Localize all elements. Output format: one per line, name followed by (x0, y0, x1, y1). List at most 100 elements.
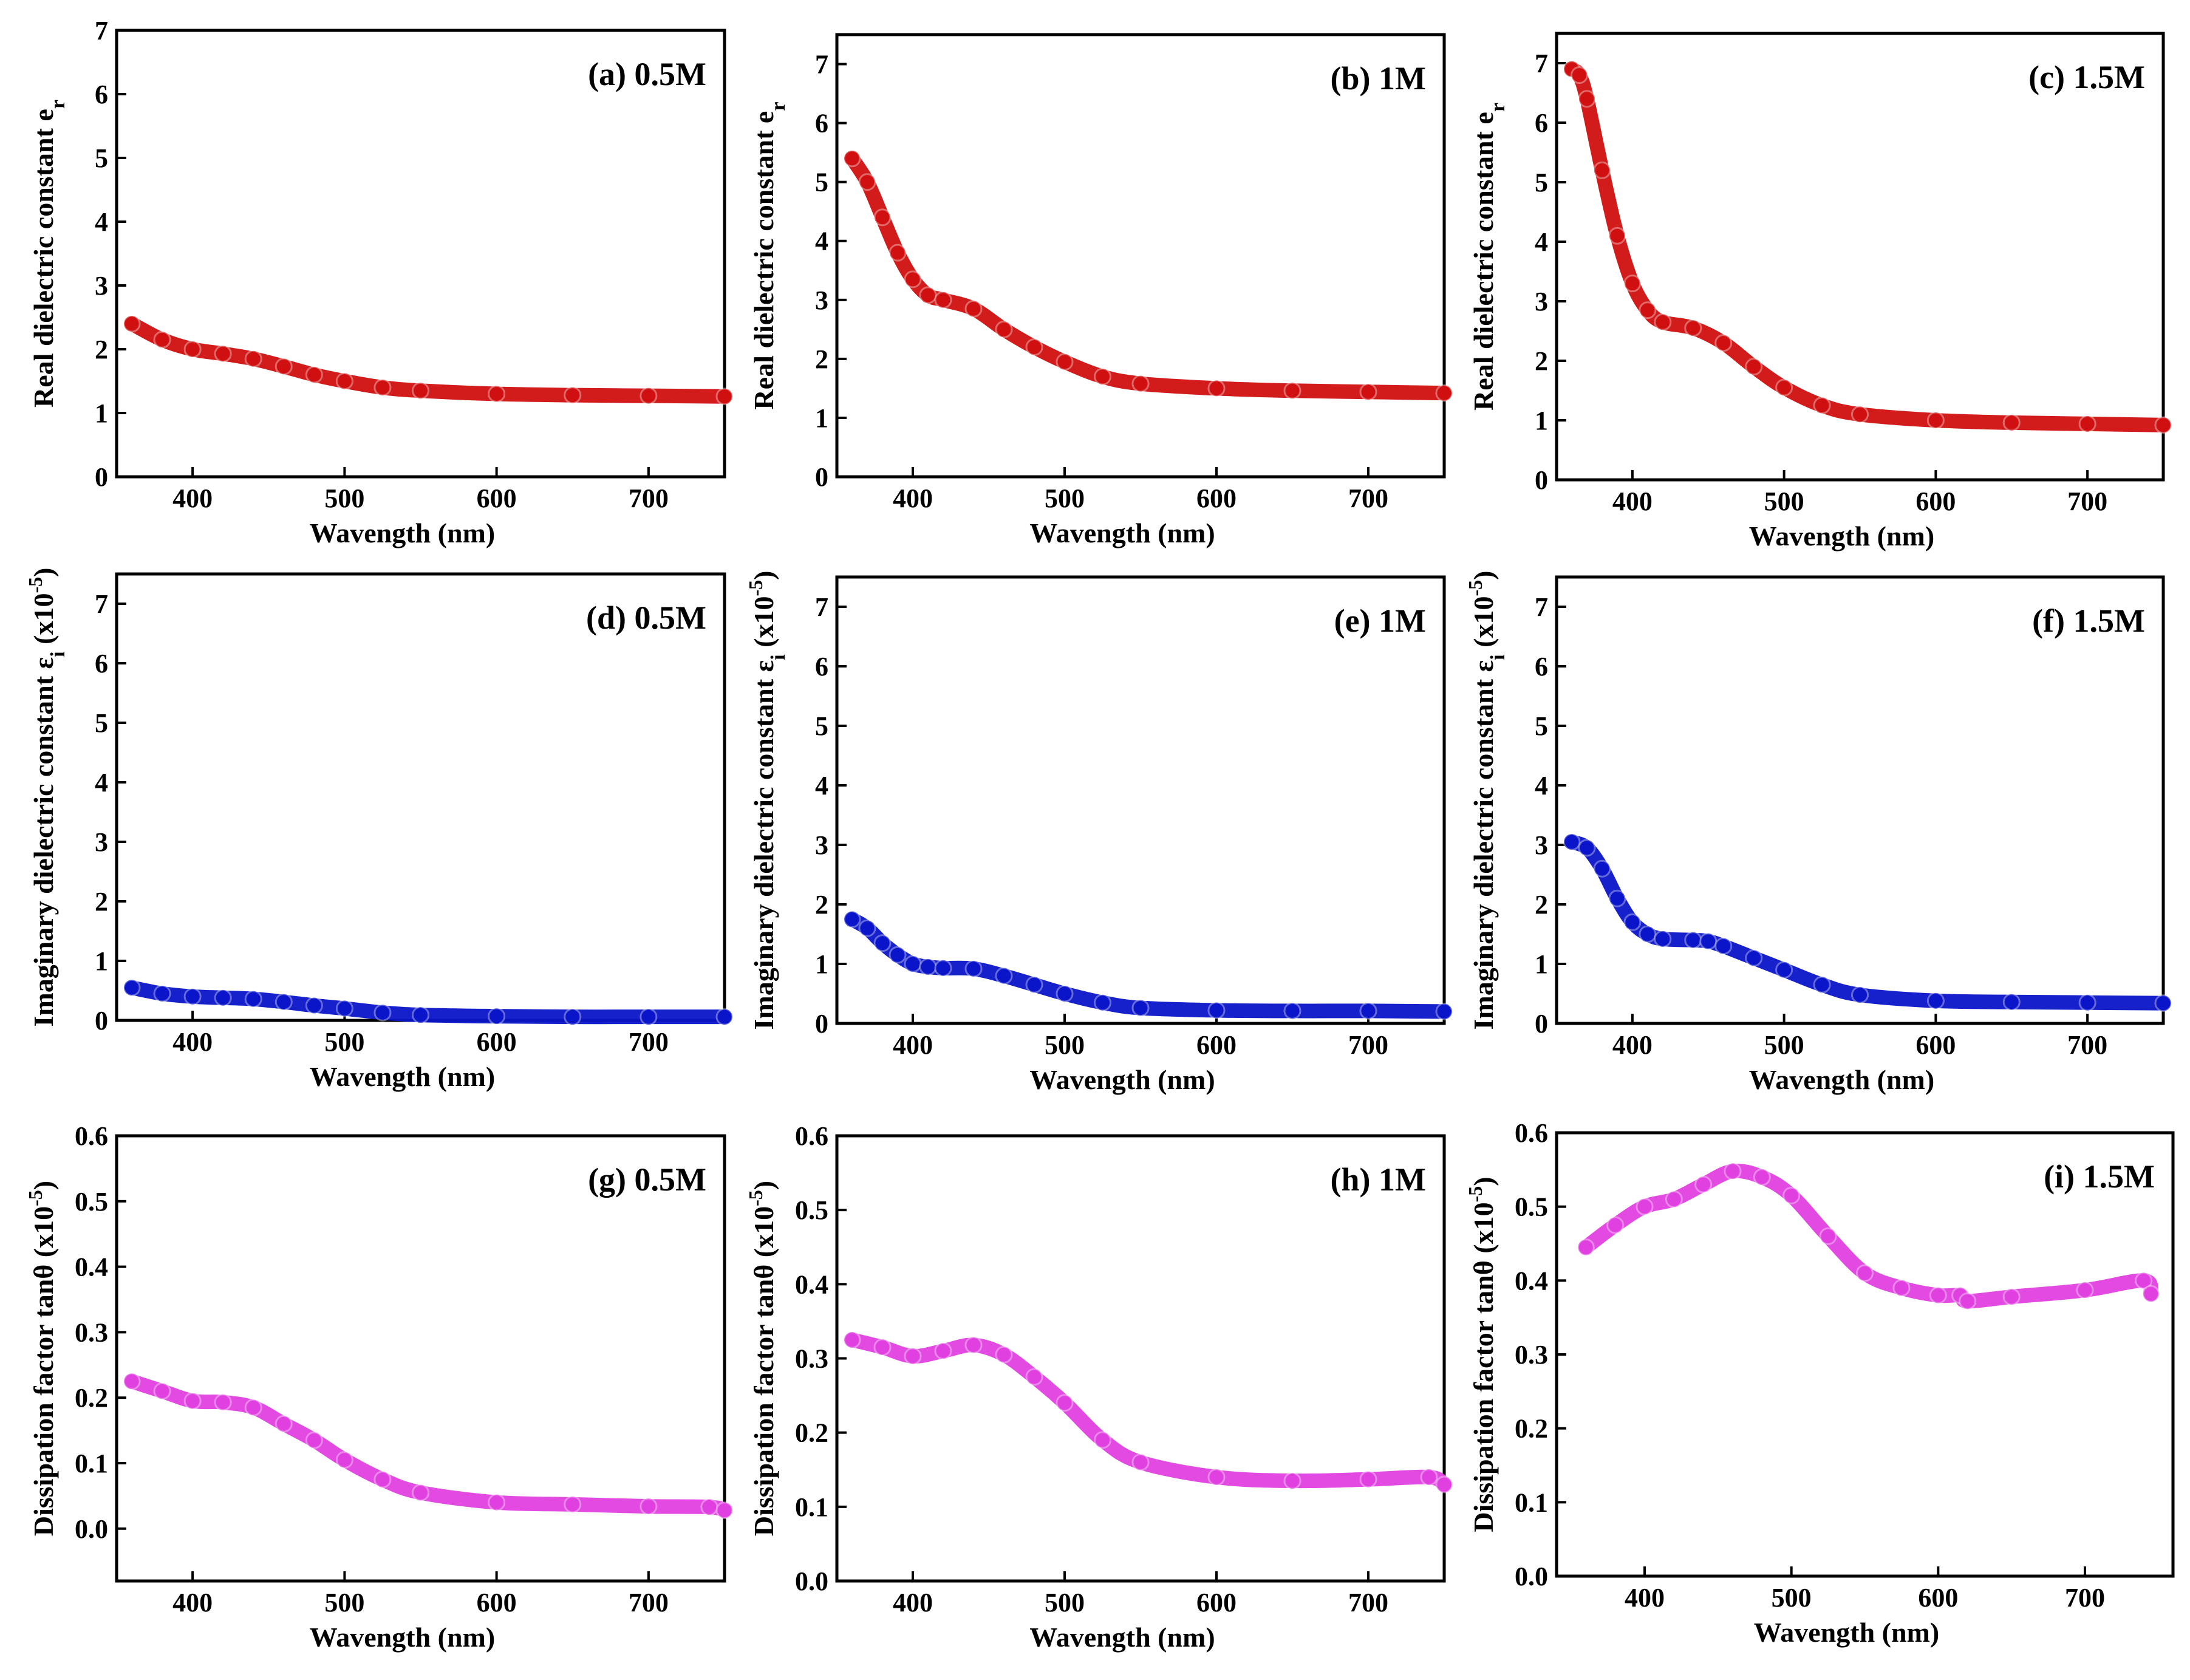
y-axis-title: Real dielectric constant er (748, 102, 790, 410)
data-point (1654, 930, 1672, 948)
y-tick-label: 0.4 (1515, 1266, 1548, 1296)
data-point (183, 340, 202, 358)
data-point (2002, 414, 2021, 432)
y-tick-label: 0.1 (1515, 1487, 1548, 1517)
data-point (2154, 416, 2172, 434)
y-tick-label: 0.3 (1515, 1340, 1548, 1370)
y-tick-label: 1 (1535, 949, 1548, 979)
panel-label: (c) 1.5M (2028, 59, 2145, 95)
y-tick-label: 0.6 (75, 1121, 108, 1151)
x-tick-label: 600 (1196, 483, 1237, 513)
data-point (1926, 992, 1945, 1010)
y-tick-label: 0 (1535, 1009, 1548, 1039)
data-point (1578, 839, 1596, 857)
y-tick-label: 6 (815, 109, 828, 138)
y-tick-label: 2 (815, 344, 828, 374)
x-axis-title: Wavength (nm) (1749, 1064, 1934, 1095)
series-line (1564, 61, 2171, 432)
y-tick-label: 1 (95, 398, 108, 428)
panel-g: 0.0 0.1 0.2 0.3 0.4 0.5 0.6 400 500 600 700 Wavengt… (24, 1121, 734, 1653)
data-point (1359, 383, 1377, 401)
data-point (1025, 975, 1043, 994)
x-tick-label: 500 (1045, 1588, 1085, 1617)
x-tick-label: 600 (1918, 1583, 1958, 1613)
data-point (1623, 913, 1642, 931)
y-tick-label: 0.4 (75, 1252, 108, 1282)
y-tick-label: 4 (1535, 227, 1548, 257)
data-point (640, 1497, 658, 1515)
data-point (1684, 931, 1702, 949)
data-point (183, 988, 202, 1006)
y-tick-label: 0.3 (795, 1344, 828, 1374)
y-axis-title: Imaginary dielectric constant εi (x10-5) (1464, 571, 1509, 1030)
data-point (964, 960, 983, 978)
data-point (934, 1342, 952, 1360)
data-point (1714, 937, 1733, 955)
y-tick-label: 7 (815, 592, 828, 622)
data-point (214, 344, 232, 363)
x-tick-label: 400 (172, 1588, 213, 1617)
data-point (1131, 999, 1150, 1017)
x-tick-label: 600 (477, 483, 517, 513)
data-point (995, 967, 1013, 985)
data-point (1359, 1002, 1377, 1020)
data-point (2078, 415, 2096, 433)
x-tick-label: 500 (1772, 1583, 1812, 1613)
x-tick-label: 700 (1348, 483, 1388, 513)
panel-a: 0 1 2 3 4 5 6 7 400 500 600 700 Wavength (nm) Real di… (28, 16, 734, 548)
data-point (153, 330, 171, 349)
y-tick-label: 0.1 (795, 1492, 828, 1522)
data-point (1684, 319, 1702, 337)
data-point (335, 999, 353, 1017)
y-axis-title: Dissipation factor tanθ (x10-5) (745, 1181, 779, 1536)
x-tick-label: 500 (324, 483, 364, 513)
data-point (305, 366, 323, 384)
x-tick-label: 500 (324, 1588, 364, 1617)
panel-h: 0.0 0.1 0.2 0.3 0.4 0.5 0.6 400 500 600 700 Wavengt… (745, 1121, 1453, 1653)
y-tick-label: 7 (95, 16, 108, 46)
data-point (335, 372, 353, 390)
x-tick-label: 400 (1625, 1583, 1665, 1613)
data-point (904, 1347, 922, 1365)
data-point (214, 989, 232, 1007)
y-tick-label: 0 (815, 462, 828, 492)
data-point (1813, 397, 1831, 414)
y-tick-label: 0.4 (795, 1269, 828, 1299)
x-axis-title: Wavength (nm) (1029, 517, 1215, 548)
data-point (305, 997, 323, 1014)
data-point (934, 959, 952, 977)
x-tick-label: 500 (324, 1027, 364, 1057)
x-tick-label: 600 (477, 1027, 517, 1057)
y-tick-label: 2 (815, 890, 828, 920)
data-point (715, 1008, 734, 1026)
data-point (1283, 1472, 1301, 1490)
data-point (1753, 1168, 1771, 1186)
data-point (1608, 889, 1626, 907)
data-point (1435, 1002, 1453, 1020)
data-point (1724, 1162, 1742, 1180)
y-tick-label: 5 (95, 708, 108, 738)
data-point (564, 1008, 582, 1026)
y-tick-label: 5 (815, 168, 828, 197)
x-axis-title: Wavength (nm) (310, 517, 495, 548)
x-axis-title: Wavength (nm) (1029, 1064, 1215, 1095)
data-point (1775, 961, 1793, 979)
y-tick-label: 5 (1535, 168, 1548, 197)
y-tick-label: 3 (1535, 287, 1548, 316)
data-point (2078, 994, 2096, 1012)
data-point (488, 1007, 506, 1025)
data-point (1094, 367, 1111, 386)
data-point (123, 1372, 141, 1390)
series-line (125, 316, 732, 404)
data-point (2154, 994, 2172, 1012)
y-tick-label: 0 (95, 1006, 108, 1036)
y-tick-label: 2 (95, 887, 108, 917)
panel-label: (g) 0.5M (588, 1161, 706, 1198)
data-point (843, 910, 861, 928)
data-point (564, 386, 582, 405)
data-point (904, 955, 922, 973)
x-tick-label: 500 (1045, 1030, 1085, 1060)
y-tick-label: 0.3 (75, 1317, 108, 1347)
y-tick-label: 6 (95, 80, 108, 109)
